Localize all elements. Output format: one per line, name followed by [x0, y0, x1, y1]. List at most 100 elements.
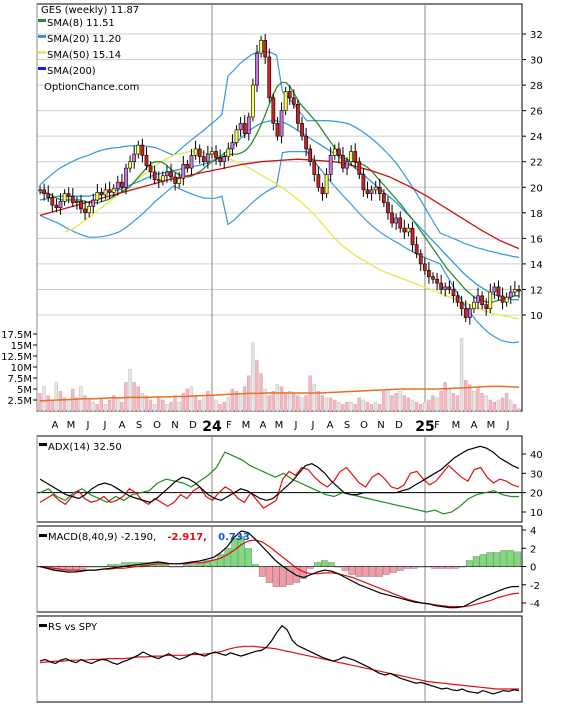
- volume-bar: [463, 379, 468, 412]
- x-tick-label-10: F: [226, 420, 232, 431]
- volume-bar: [480, 393, 484, 412]
- x-tick-label-1: M: [67, 420, 76, 431]
- candle-body: [234, 129, 239, 143]
- macd-hist-bar: [169, 566, 176, 568]
- price-panel: 10 12 14 16 18 20 22 24 26 28 30 32 GES (weekly) 11…: [1, 3, 543, 412]
- price-ytick-label-11: 32: [530, 30, 543, 41]
- volume-bar: [120, 401, 124, 412]
- macd-hist-bar: [203, 560, 211, 567]
- candle-body: [222, 156, 227, 163]
- adx-ytick-label-1: 20: [530, 489, 543, 500]
- volume-bar: [173, 395, 177, 412]
- candle-body: [124, 167, 128, 188]
- x-tick-label-11: M: [242, 420, 251, 431]
- macd-hist-bar: [452, 566, 459, 569]
- macd-hist-bar: [472, 556, 480, 567]
- candle-body: [144, 155, 149, 166]
- macd-hist-bar: [396, 566, 404, 571]
- volume-bar: [423, 401, 427, 412]
- volume-bar: [103, 404, 108, 412]
- candle-body: [193, 148, 198, 156]
- candle-body: [99, 192, 104, 196]
- candle-body: [263, 40, 268, 58]
- adx-lines: [39, 445, 520, 515]
- volume-bar: [201, 397, 206, 412]
- candle-body: [107, 189, 112, 193]
- price-ytick-label-2: 14: [530, 260, 543, 271]
- adx-ytick-label-3: 40: [530, 450, 543, 461]
- candle-body: [316, 174, 321, 188]
- candle-body: [427, 269, 431, 277]
- macd-value: MACD(8,40,9) -2.190,: [48, 532, 156, 543]
- legend-sma20: SMA(20) 11.20: [47, 34, 121, 45]
- volume-bar: [169, 401, 173, 412]
- candle-body: [54, 204, 59, 209]
- candle-body: [136, 144, 141, 155]
- price-ytick-label-4: 18: [530, 209, 543, 220]
- volume-bar: [468, 384, 472, 412]
- volume-bar: [87, 399, 91, 412]
- volume-bar: [95, 404, 99, 412]
- volume-bar: [193, 395, 198, 412]
- candle-body: [467, 308, 472, 318]
- macd-hist-bar: [210, 560, 218, 567]
- candle-body: [189, 155, 194, 169]
- volume-bar: [459, 338, 464, 412]
- macd-hist-bar: [79, 566, 87, 569]
- macd-signal-line: [39, 539, 520, 608]
- macd-hist-bar: [86, 566, 94, 568]
- candle-body: [283, 91, 288, 111]
- volume-bar: [455, 395, 460, 412]
- volume-bar: [386, 388, 390, 412]
- x-tick-label-26: J: [506, 420, 510, 431]
- candle-body: [230, 142, 235, 150]
- candle-body: [300, 123, 304, 137]
- macd-hist-bar: [334, 566, 342, 568]
- rs-label: RS vs SPY: [48, 622, 98, 633]
- candle-body: [377, 186, 382, 194]
- volume-bar: [504, 393, 509, 412]
- candle-body: [439, 282, 444, 290]
- x-tick-label-19: N: [377, 420, 384, 431]
- volume-bar: [337, 401, 341, 412]
- volume-bar: [328, 397, 333, 412]
- volume-bar: [406, 397, 411, 412]
- adx-panel: 10 20 30 40 ADX(14) 32.50: [36, 435, 543, 523]
- candle-body: [353, 151, 358, 163]
- candle-body: [185, 163, 190, 169]
- candle-body: [508, 291, 513, 298]
- volume-bar: [435, 397, 439, 412]
- volume-bar: [152, 404, 157, 412]
- volume-bar: [128, 368, 132, 412]
- vol-ytick-label-5: 15M: [11, 341, 32, 352]
- candle-body: [345, 161, 349, 169]
- volume-bar: [46, 395, 50, 412]
- candle-body: [414, 244, 419, 254]
- macd-histogram: [38, 536, 521, 587]
- volume-bar: [255, 360, 259, 412]
- adx-ytick-label-2: 30: [530, 469, 543, 480]
- candle-body: [365, 189, 370, 194]
- macd-hist-bar: [383, 566, 390, 575]
- volume-bar: [431, 395, 435, 412]
- macd-hist-bar: [369, 566, 376, 577]
- volume-bar: [353, 404, 357, 412]
- macd-hist-bar: [238, 536, 245, 567]
- candle-body: [70, 195, 75, 203]
- macd-hist-bar: [459, 566, 466, 568]
- candle-body: [160, 175, 165, 182]
- volume-bar: [144, 395, 149, 412]
- candle-body: [197, 148, 202, 157]
- volume-bar: [279, 386, 284, 412]
- volume-bar: [476, 386, 480, 412]
- volume-bar: [377, 404, 382, 412]
- bollinger-bands: [39, 50, 520, 344]
- adx-swatch: [39, 443, 47, 446]
- candle-body: [373, 186, 378, 191]
- price-ytick-label-9: 28: [530, 81, 543, 92]
- macd-lines: [39, 530, 520, 609]
- volume-bar: [508, 399, 513, 412]
- x-tick-label-5: S: [136, 420, 142, 431]
- candle-body: [484, 304, 489, 309]
- macd-line: [39, 530, 520, 609]
